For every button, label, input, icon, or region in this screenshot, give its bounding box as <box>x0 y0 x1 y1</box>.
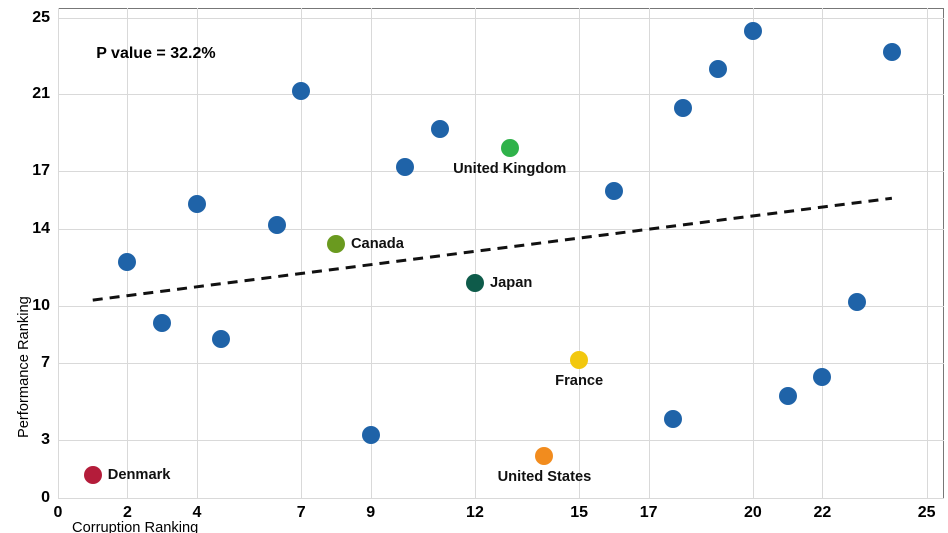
data-point <box>212 330 230 348</box>
x-tick-label: 0 <box>54 504 63 522</box>
trend-line <box>58 8 944 498</box>
data-point <box>153 314 171 332</box>
data-point <box>535 447 553 465</box>
x-tick-label: 15 <box>570 504 588 522</box>
data-point <box>118 253 136 271</box>
data-point <box>848 293 866 311</box>
data-point <box>744 22 762 40</box>
data-point-label: France <box>555 373 603 389</box>
x-tick-label: 12 <box>466 504 484 522</box>
y-axis-label: Performance Ranking <box>16 296 32 438</box>
plot-area: Denmark Canada Japan United Kingdom United S… <box>58 8 944 498</box>
data-point <box>501 139 519 157</box>
data-point <box>674 99 692 117</box>
x-tick-label: 22 <box>813 504 831 522</box>
p-value-annotation: P value = 32.2% <box>96 45 215 63</box>
scatter-chart: Denmark Canada Japan United Kingdom United S… <box>0 0 948 533</box>
data-point <box>396 158 414 176</box>
data-point <box>466 274 484 292</box>
data-point <box>709 60 727 78</box>
data-point <box>570 351 588 369</box>
y-tick-label: 17 <box>0 162 50 180</box>
data-point <box>327 235 345 253</box>
data-point <box>813 368 831 386</box>
y-tick-label: 14 <box>0 220 50 238</box>
gridline-y <box>58 498 944 499</box>
x-tick-label: 7 <box>297 504 306 522</box>
x-tick-label: 17 <box>640 504 658 522</box>
x-tick-label: 9 <box>366 504 375 522</box>
y-tick-label: 21 <box>0 85 50 103</box>
data-point <box>779 387 797 405</box>
data-point <box>883 43 901 61</box>
data-point <box>268 216 286 234</box>
data-point <box>664 410 682 428</box>
data-point <box>605 182 623 200</box>
data-point <box>188 195 206 213</box>
data-point <box>292 82 310 100</box>
y-tick-label: 25 <box>0 9 50 27</box>
data-point <box>362 426 380 444</box>
data-point-label: United States <box>498 469 592 485</box>
x-tick-label: 20 <box>744 504 762 522</box>
x-tick-label: 25 <box>918 504 936 522</box>
data-point-label: United Kingdom <box>453 161 566 177</box>
data-point <box>84 466 102 484</box>
data-point-label: Denmark <box>108 467 171 483</box>
data-point-label: Canada <box>351 236 404 252</box>
x-axis-label: Corruption Ranking <box>72 520 198 533</box>
y-tick-label: 0 <box>0 489 50 507</box>
data-point-label: Japan <box>490 275 532 291</box>
data-point <box>431 120 449 138</box>
